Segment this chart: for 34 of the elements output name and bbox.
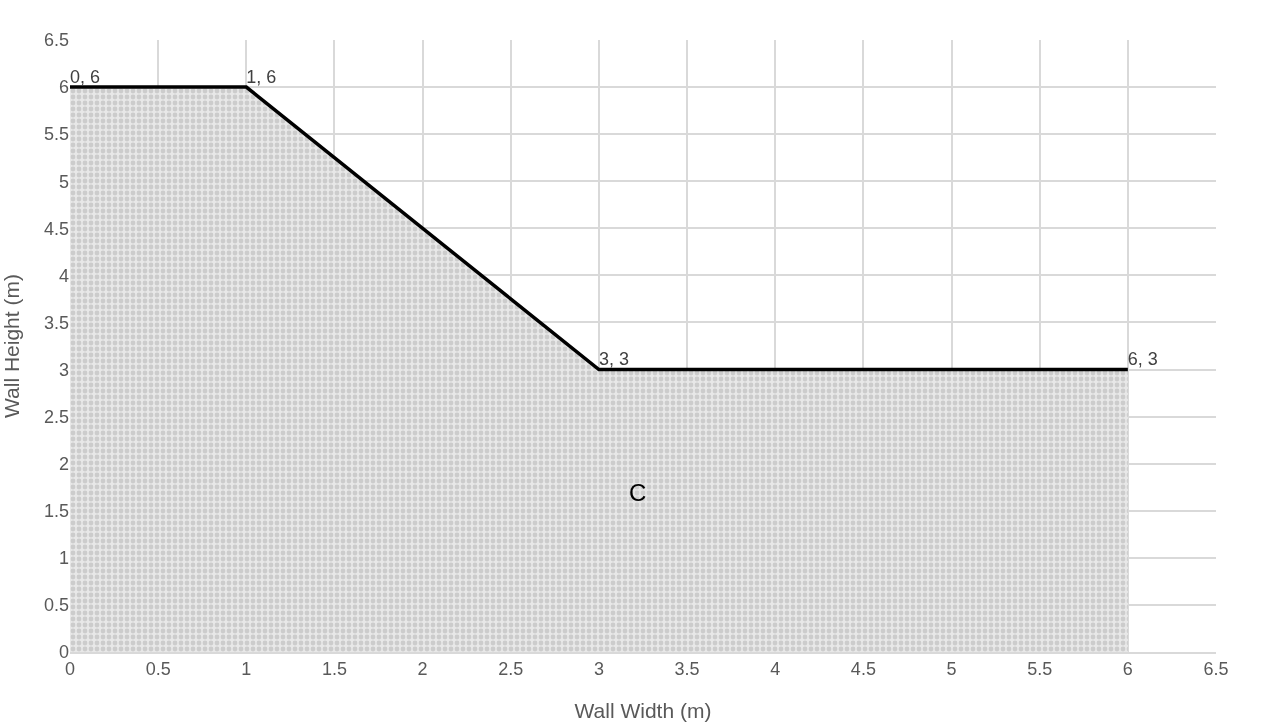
y-tick-label: 6 xyxy=(58,77,69,98)
y-tick-label: 6.5 xyxy=(43,30,69,51)
y-tick-label: 3.5 xyxy=(43,312,69,333)
y-tick-label: 4 xyxy=(58,265,69,286)
y-tick-label: 0.5 xyxy=(43,595,69,616)
annotation: C xyxy=(629,479,647,506)
data-label: 0, 6 xyxy=(70,66,101,87)
x-tick-label: 3 xyxy=(593,659,604,680)
x-tick-label: 0.5 xyxy=(145,659,171,680)
x-tick-label: 6.5 xyxy=(1203,659,1229,680)
x-tick-label: 1.5 xyxy=(321,659,347,680)
y-tick-label: 3 xyxy=(58,359,69,380)
x-tick-label: 5.5 xyxy=(1027,659,1053,680)
y-tick-label: 5 xyxy=(58,171,69,192)
x-tick-label: 2 xyxy=(417,659,428,680)
data-label: 3, 3 xyxy=(598,349,629,370)
y-tick-label: 1.5 xyxy=(43,501,69,522)
y-tick-label: 2.5 xyxy=(43,406,69,427)
x-tick-label: 6 xyxy=(1122,659,1133,680)
x-tick-label: 3.5 xyxy=(674,659,700,680)
y-tick-label: 5.5 xyxy=(43,124,69,145)
y-axis-title: Wall Height (m) xyxy=(0,274,23,418)
data-label: 1, 6 xyxy=(246,66,277,87)
y-tick-label: 0 xyxy=(58,642,69,663)
x-tick-label: 5 xyxy=(946,659,957,680)
y-tick-label: 2 xyxy=(58,453,69,474)
x-axis-title: Wall Width (m) xyxy=(574,699,712,722)
y-tick-label: 1 xyxy=(58,548,69,569)
data-label: 6, 3 xyxy=(1127,349,1158,370)
x-tick-label: 2.5 xyxy=(498,659,524,680)
x-tick-label: 4.5 xyxy=(850,659,876,680)
x-tick-label: 1 xyxy=(241,659,252,680)
y-tick-label: 4.5 xyxy=(43,218,69,239)
x-tick-label: 4 xyxy=(770,659,781,680)
